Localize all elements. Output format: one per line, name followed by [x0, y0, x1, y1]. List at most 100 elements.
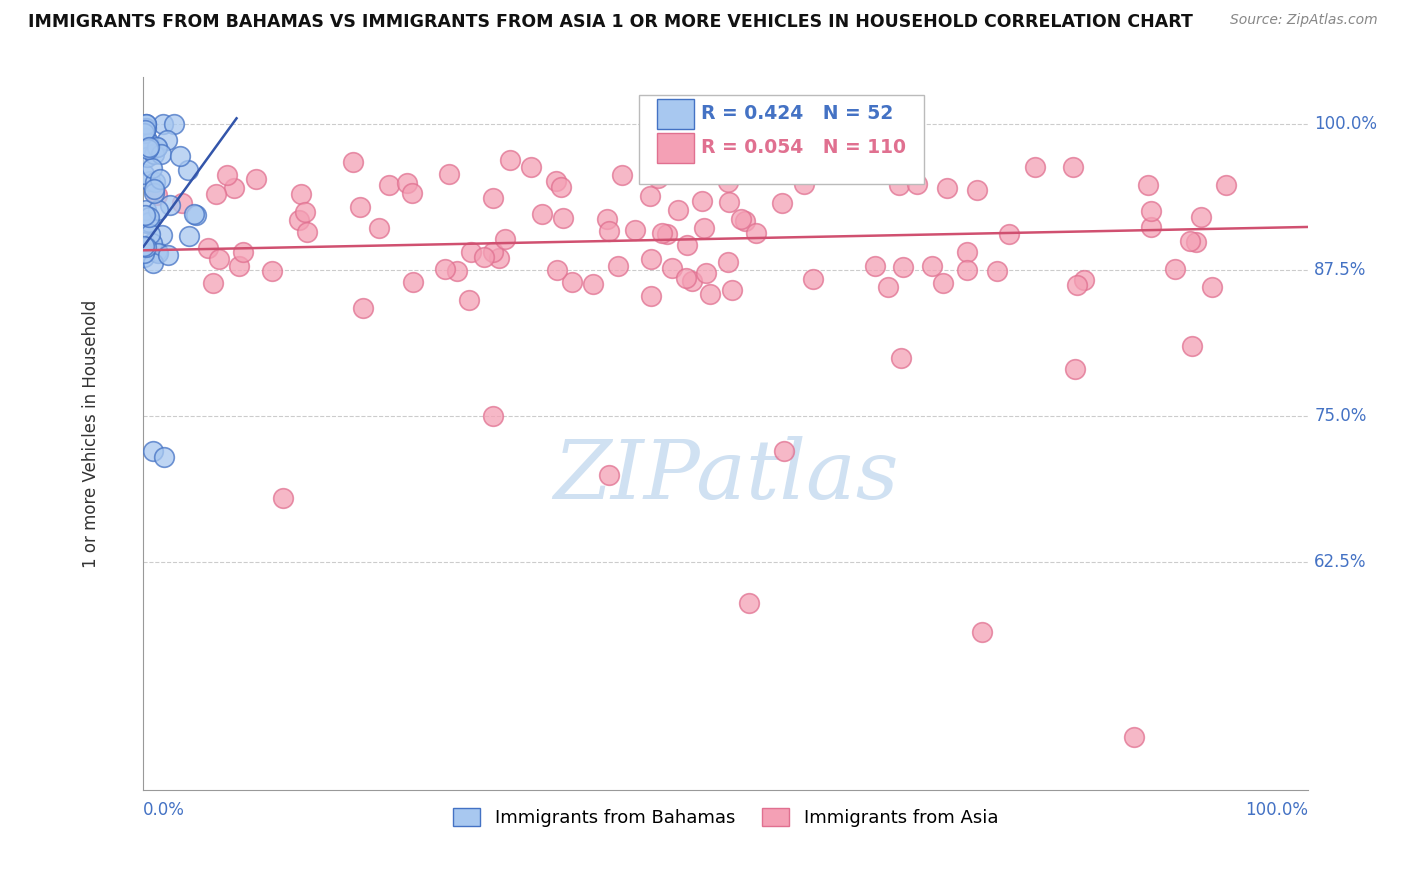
- Point: [139, 174, 162, 188]
- Point: [152, 117, 174, 131]
- Point: [134, 208, 156, 222]
- Point: [146, 202, 169, 217]
- Point: [138, 214, 160, 228]
- Point: [136, 216, 159, 230]
- Point: [135, 131, 157, 145]
- Point: [228, 260, 250, 274]
- Text: 100.0%: 100.0%: [1315, 115, 1378, 133]
- FancyBboxPatch shape: [657, 133, 695, 163]
- Point: [146, 246, 169, 260]
- Text: 1 or more Vehicles in Household: 1 or more Vehicles in Household: [82, 300, 100, 568]
- Point: [891, 260, 914, 274]
- Point: [598, 224, 620, 238]
- Point: [907, 177, 929, 191]
- Point: [561, 276, 583, 290]
- Point: [1073, 272, 1095, 286]
- Point: [956, 245, 979, 260]
- Point: [986, 264, 1008, 278]
- Point: [675, 271, 697, 285]
- Text: 100.0%: 100.0%: [1246, 801, 1309, 819]
- Text: R = 0.054   N = 110: R = 0.054 N = 110: [702, 138, 907, 158]
- Point: [717, 175, 740, 189]
- Point: [138, 210, 160, 224]
- Point: [638, 188, 661, 202]
- Point: [177, 162, 200, 177]
- Point: [520, 160, 543, 174]
- Point: [260, 264, 283, 278]
- Point: [1024, 160, 1046, 174]
- Point: [290, 187, 312, 202]
- Point: [135, 203, 157, 218]
- Point: [157, 248, 180, 262]
- Point: [135, 150, 157, 164]
- Point: [172, 196, 194, 211]
- Point: [544, 174, 567, 188]
- Point: [143, 182, 166, 196]
- Point: [457, 293, 479, 308]
- Point: [773, 444, 796, 458]
- Point: [838, 164, 860, 178]
- Point: [143, 175, 166, 189]
- Point: [550, 180, 572, 194]
- Point: [876, 279, 898, 293]
- Point: [1215, 178, 1237, 193]
- Point: [437, 167, 460, 181]
- Point: [1139, 203, 1161, 218]
- Point: [1184, 235, 1206, 249]
- Point: [801, 272, 824, 286]
- Point: [156, 134, 179, 148]
- Point: [134, 122, 156, 136]
- Point: [666, 202, 689, 217]
- Point: [972, 625, 994, 640]
- Point: [139, 227, 162, 241]
- Point: [377, 178, 399, 193]
- Text: R = 0.424   N = 52: R = 0.424 N = 52: [702, 104, 894, 123]
- Text: 75.0%: 75.0%: [1315, 407, 1367, 425]
- Point: [887, 178, 910, 192]
- Point: [472, 250, 495, 264]
- Point: [446, 263, 468, 277]
- Point: [1164, 261, 1187, 276]
- Point: [197, 241, 219, 255]
- Point: [598, 467, 620, 482]
- Point: [143, 146, 166, 161]
- Point: [146, 140, 169, 154]
- Point: [692, 194, 714, 208]
- Point: [718, 195, 741, 210]
- Point: [921, 259, 943, 273]
- Point: [352, 301, 374, 315]
- Point: [695, 266, 717, 280]
- Point: [287, 213, 309, 227]
- Point: [1064, 362, 1087, 376]
- Point: [141, 235, 163, 250]
- Point: [932, 277, 955, 291]
- Point: [482, 244, 505, 259]
- Text: 0.0%: 0.0%: [143, 801, 186, 819]
- Point: [596, 212, 619, 227]
- Text: IMMIGRANTS FROM BAHAMAS VS IMMIGRANTS FROM ASIA 1 OR MORE VEHICLES IN HOUSEHOLD : IMMIGRANTS FROM BAHAMAS VS IMMIGRANTS FR…: [28, 13, 1194, 31]
- Point: [401, 186, 423, 201]
- Point: [1122, 731, 1144, 745]
- Point: [271, 491, 294, 505]
- Point: [482, 409, 505, 424]
- Point: [142, 444, 165, 458]
- Point: [138, 140, 160, 154]
- Point: [738, 596, 761, 610]
- Point: [640, 289, 662, 303]
- Point: [640, 252, 662, 266]
- Point: [676, 238, 699, 252]
- Point: [610, 168, 633, 182]
- Point: [202, 276, 225, 290]
- Point: [401, 275, 423, 289]
- Point: [1062, 160, 1084, 174]
- Point: [134, 246, 156, 260]
- Point: [146, 139, 169, 153]
- Point: [349, 200, 371, 214]
- Point: [135, 121, 157, 136]
- Point: [297, 225, 319, 239]
- Point: [217, 168, 239, 182]
- Point: [136, 142, 159, 156]
- Point: [661, 261, 683, 276]
- Point: [149, 172, 172, 186]
- Point: [734, 213, 756, 227]
